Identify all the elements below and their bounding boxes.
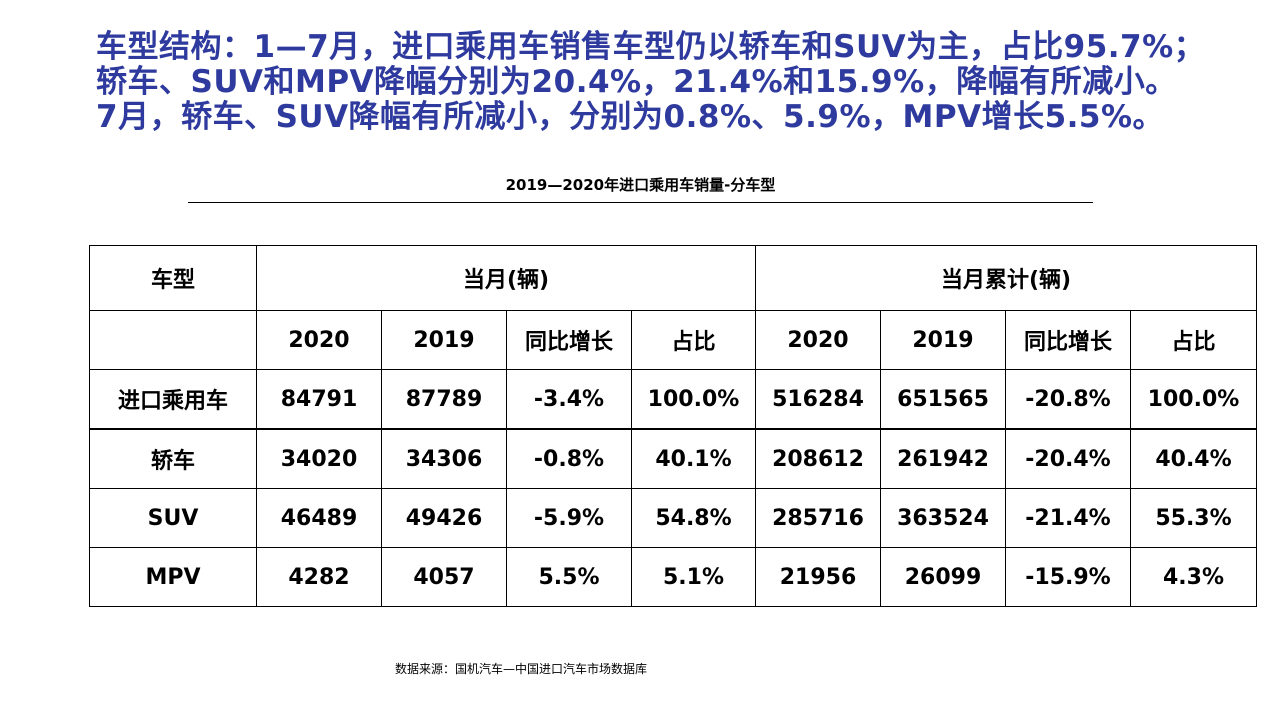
row-type: MPV — [89, 547, 257, 607]
table-cell: 40.1% — [631, 428, 756, 489]
table-cell: 363524 — [880, 488, 1006, 548]
subheader-cum-yoy: 同比增长 — [1005, 310, 1131, 370]
table-cell: -15.9% — [1005, 547, 1131, 607]
headline-line-3: 7月，轿车、SUV降幅有所减小，分别为0.8%、5.9%，MPV增长5.5%。 — [96, 99, 1165, 135]
table-cell: 54.8% — [631, 488, 756, 548]
table-cell: 516284 — [755, 369, 881, 430]
subheader-month-share: 占比 — [631, 310, 756, 370]
row-type: 轿车 — [89, 428, 257, 489]
table-cell: 4.3% — [1130, 547, 1257, 607]
subheader-month-2019: 2019 — [381, 310, 507, 370]
table-cell: 46489 — [256, 488, 382, 548]
row-type: 进口乘用车 — [89, 369, 257, 430]
table-row: 轿车 34020 34306 -0.8% 40.1% 208612 261942… — [89, 428, 1257, 489]
table-cell: 100.0% — [631, 369, 756, 430]
table-cell: -21.4% — [1005, 488, 1131, 548]
table-cell: 4282 — [256, 547, 382, 607]
header-row-groups: 车型 当月(辆) 当月累计(辆) — [89, 245, 1257, 311]
table-cell: 285716 — [755, 488, 881, 548]
table-cell: 87789 — [381, 369, 507, 430]
table-cell: 26099 — [880, 547, 1006, 607]
headline-line-1: 车型结构：1—7月，进口乘用车销售车型仍以轿车和SUV为主，占比95.7%； — [96, 29, 1206, 65]
header-group-cumulative: 当月累计(辆) — [755, 245, 1257, 311]
header-group-month: 当月(辆) — [256, 245, 756, 311]
table-cell: 100.0% — [1130, 369, 1257, 430]
table-cell: -0.8% — [506, 428, 632, 489]
table-cell: 5.1% — [631, 547, 756, 607]
subheader-cum-2019: 2019 — [880, 310, 1006, 370]
table-cell: 55.3% — [1130, 488, 1257, 548]
subheader-month-2020: 2020 — [256, 310, 382, 370]
table-cell: 5.5% — [506, 547, 632, 607]
table-title: 2019—2020年进口乘用车销量-分车型 — [505, 176, 776, 194]
headline: 车型结构：1—7月，进口乘用车销售车型仍以轿车和SUV为主，占比95.7%； 轿… — [96, 30, 1266, 135]
table-cell: -20.4% — [1005, 428, 1131, 489]
subheader-cum-share: 占比 — [1130, 310, 1257, 370]
table-cell: 651565 — [880, 369, 1006, 430]
subheader-month-yoy: 同比增长 — [506, 310, 632, 370]
table-cell: 49426 — [381, 488, 507, 548]
table-row: 进口乘用车 84791 87789 -3.4% 100.0% 516284 65… — [89, 369, 1257, 430]
table-cell: 34306 — [381, 428, 507, 489]
table-row: SUV 46489 49426 -5.9% 54.8% 285716 36352… — [89, 488, 1257, 548]
header-row-sub: 2020 2019 同比增长 占比 2020 2019 同比增长 占比 — [89, 310, 1257, 370]
table-cell: 40.4% — [1130, 428, 1257, 489]
headline-line-2: 轿车、SUV和MPV降幅分别为20.4%，21.4%和15.9%，降幅有所减小。 — [96, 64, 1177, 100]
header-type-blank — [89, 310, 257, 370]
table-cell: -5.9% — [506, 488, 632, 548]
sales-table: 车型 当月(辆) 当月累计(辆) 2020 2019 同比增长 占比 2020 … — [89, 245, 1257, 607]
table-cell: 84791 — [256, 369, 382, 430]
table-cell: -20.8% — [1005, 369, 1131, 430]
table-row: MPV 4282 4057 5.5% 5.1% 21956 26099 -15.… — [89, 547, 1257, 607]
table-cell: 34020 — [256, 428, 382, 489]
title-divider — [188, 202, 1093, 203]
data-source-note: 数据来源：国机汽车—中国进口汽车市场数据库 — [395, 662, 648, 676]
table-cell: -3.4% — [506, 369, 632, 430]
table-cell: 208612 — [755, 428, 881, 489]
table-cell: 4057 — [381, 547, 507, 607]
row-type: SUV — [89, 488, 257, 548]
table-cell: 21956 — [755, 547, 881, 607]
table-cell: 261942 — [880, 428, 1006, 489]
subheader-cum-2020: 2020 — [755, 310, 881, 370]
header-type: 车型 — [89, 245, 257, 311]
